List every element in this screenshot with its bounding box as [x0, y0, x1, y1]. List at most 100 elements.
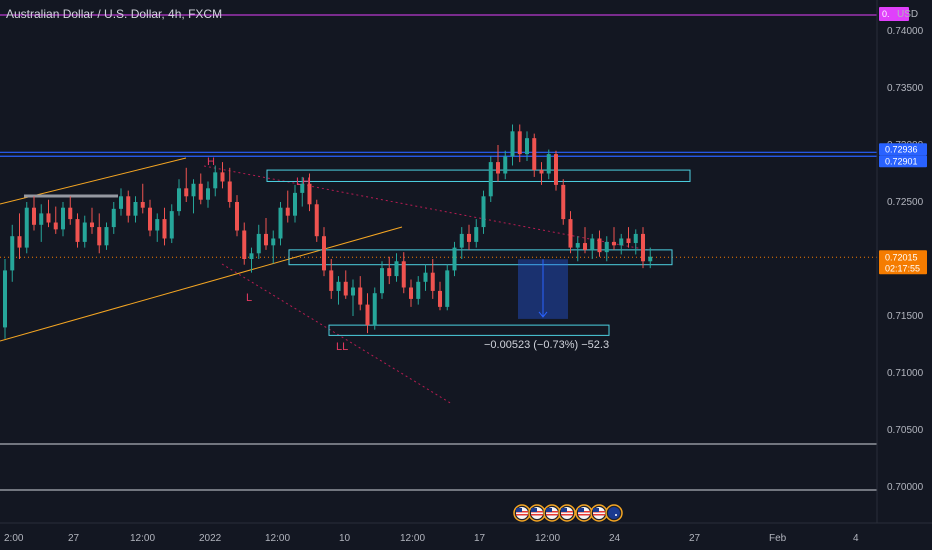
- candle-body: [496, 162, 500, 174]
- measure-tool[interactable]: −0.00523 (−0.73%) −52.3: [484, 259, 609, 351]
- candle: [148, 199, 152, 237]
- candle: [430, 259, 435, 299]
- usa-flag-icon[interactable]: [513, 504, 531, 522]
- candle-body: [329, 270, 334, 291]
- usa-flag-icon[interactable]: [543, 504, 561, 522]
- australia-flag-icon[interactable]: [605, 504, 623, 522]
- channel-lower-line[interactable]: [0, 226, 403, 342]
- candle: [626, 227, 631, 248]
- time-tick-label: 12:00: [400, 533, 425, 544]
- candle: [191, 179, 196, 214]
- candle: [372, 287, 377, 330]
- candle-body: [198, 183, 203, 200]
- candle: [133, 196, 138, 223]
- candle-body: [604, 241, 609, 253]
- candle: [561, 179, 566, 225]
- candle-body: [365, 304, 370, 326]
- candle: [39, 204, 44, 242]
- time-tick-label: 27: [68, 533, 80, 544]
- candle-body: [155, 219, 160, 231]
- level-badge-value: 0.72936: [885, 144, 918, 154]
- candle: [111, 202, 116, 234]
- candle-body: [82, 222, 87, 242]
- candle-body: [532, 138, 537, 171]
- candle-body: [459, 233, 464, 248]
- candle-body: [648, 256, 653, 262]
- candle: [314, 199, 319, 242]
- candle-body: [264, 233, 268, 246]
- candle-body: [39, 213, 44, 225]
- candle-body: [358, 287, 363, 305]
- candle-body: [24, 207, 29, 248]
- flag-canton: [546, 508, 552, 512]
- usa-flag-icon[interactable]: [575, 504, 593, 522]
- usa-flag-icon[interactable]: [528, 504, 546, 522]
- candle-body: [554, 154, 558, 185]
- candle: [481, 190, 486, 234]
- candle-body: [271, 238, 276, 246]
- flag-canton: [593, 508, 599, 512]
- support-resistance-zone[interactable]: [328, 324, 610, 336]
- candle: [213, 165, 218, 197]
- candle: [423, 264, 428, 291]
- currency-label[interactable]: USD: [897, 9, 918, 20]
- candle-body: [293, 192, 297, 216]
- candle: [619, 233, 624, 255]
- support-resistance-zone[interactable]: [266, 169, 691, 182]
- candle-body: [90, 222, 94, 228]
- descending-trendline[interactable]: [203, 165, 649, 251]
- candle-body: [467, 233, 471, 242]
- candle: [409, 279, 413, 307]
- candle: [68, 196, 73, 225]
- time-axis[interactable]: 2:00 27 12:00 2022 12:00 10 12:00 17 12:00 24 27 Fe…: [4, 533, 859, 544]
- candle: [32, 196, 36, 231]
- candle: [119, 188, 123, 216]
- time-tick-label: 27: [689, 533, 701, 544]
- candle-body: [619, 238, 624, 246]
- candle: [264, 217, 268, 250]
- candle: [235, 195, 239, 237]
- candle-body: [401, 261, 406, 288]
- price-tick-label: 0.73500: [887, 83, 924, 94]
- candle: [387, 256, 392, 285]
- price-tick-label: 0.70500: [887, 425, 924, 436]
- flag-stripe: [593, 514, 605, 516]
- candle-body: [177, 188, 181, 212]
- candle: [351, 279, 355, 316]
- candle: [24, 202, 29, 254]
- usa-flag-icon[interactable]: [558, 504, 576, 522]
- candle: [488, 156, 493, 202]
- time-tick-label: 2022: [199, 533, 222, 544]
- candle: [53, 206, 58, 234]
- candle-body: [104, 227, 109, 246]
- magenta-price-badge: [879, 7, 909, 21]
- support-resistance-zone[interactable]: [288, 249, 673, 266]
- time-tick-label: 17: [474, 533, 486, 544]
- time-tick-label: 12:00: [265, 533, 290, 544]
- candle: [604, 236, 609, 262]
- magenta-price-value: 0.: [882, 9, 890, 19]
- level-badge: [879, 143, 927, 156]
- candle-body: [626, 238, 631, 244]
- candle: [220, 162, 225, 189]
- flag-canton: [561, 508, 567, 512]
- candle-body: [394, 261, 399, 277]
- candle-body: [206, 188, 210, 200]
- candle-body: [285, 207, 290, 216]
- level-badge: [879, 155, 927, 168]
- symbol-title: Australian Dollar / U.S. Dollar, 4h, FXC…: [6, 7, 223, 21]
- candle: [517, 124, 522, 163]
- candle-body: [438, 290, 442, 307]
- candle: [546, 149, 551, 180]
- economic-events[interactable]: [513, 504, 623, 522]
- candle-body: [387, 268, 392, 277]
- usa-flag-icon[interactable]: [590, 504, 608, 522]
- candle: [510, 124, 515, 166]
- candle-body: [474, 227, 479, 242]
- candle: [438, 281, 442, 311]
- price-axis[interactable]: 0.740000.735000.730000.725000.715000.710…: [879, 7, 927, 493]
- candle-body: [213, 172, 218, 189]
- candle: [380, 261, 384, 299]
